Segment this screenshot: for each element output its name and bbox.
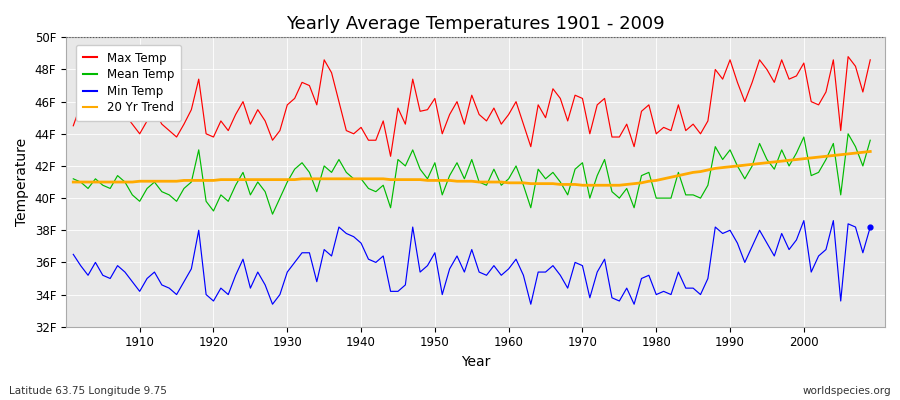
Y-axis label: Temperature: Temperature (15, 138, 29, 226)
Title: Yearly Average Temperatures 1901 - 2009: Yearly Average Temperatures 1901 - 2009 (286, 15, 665, 33)
X-axis label: Year: Year (461, 355, 491, 369)
Text: Latitude 63.75 Longitude 9.75: Latitude 63.75 Longitude 9.75 (9, 386, 166, 396)
Legend: Max Temp, Mean Temp, Min Temp, 20 Yr Trend: Max Temp, Mean Temp, Min Temp, 20 Yr Tre… (76, 45, 181, 122)
Point (863, 224, 878, 230)
Text: worldspecies.org: worldspecies.org (803, 386, 891, 396)
